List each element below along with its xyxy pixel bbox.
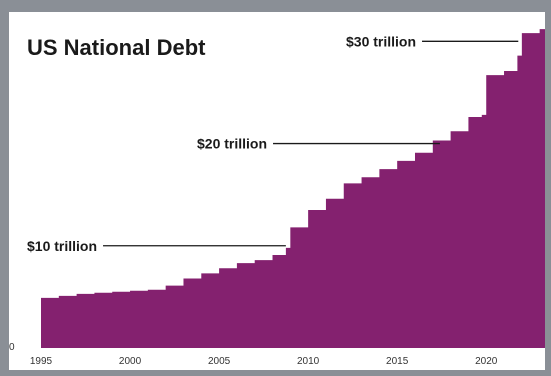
debt-area-layer <box>41 29 545 348</box>
x-axis-ticks: 1995 2000 2005 2010 2015 2020 <box>30 356 498 367</box>
chart-canvas: US National Debt $10 trillion $20 trillio… <box>9 29 545 367</box>
x-tick-label: 2015 <box>386 356 409 367</box>
y-axis-zero-label: 0 <box>9 342 15 353</box>
x-tick-label: 1995 <box>30 356 53 367</box>
x-tick-label: 2020 <box>475 356 498 367</box>
annotation-label: $30 trillion <box>346 33 416 49</box>
x-tick-label: 2000 <box>119 356 142 367</box>
debt-area <box>41 29 545 348</box>
x-tick-label: 2005 <box>208 356 231 367</box>
chart-title: US National Debt <box>27 35 206 60</box>
annotation-label: $20 trillion <box>197 136 267 152</box>
annotation-label: $10 trillion <box>27 238 97 254</box>
annotation-layer: $10 trillion $20 trillion $30 trillion <box>27 33 519 254</box>
x-tick-label: 2010 <box>297 356 320 367</box>
chart-frame: US National Debt $10 trillion $20 trillio… <box>9 12 545 370</box>
